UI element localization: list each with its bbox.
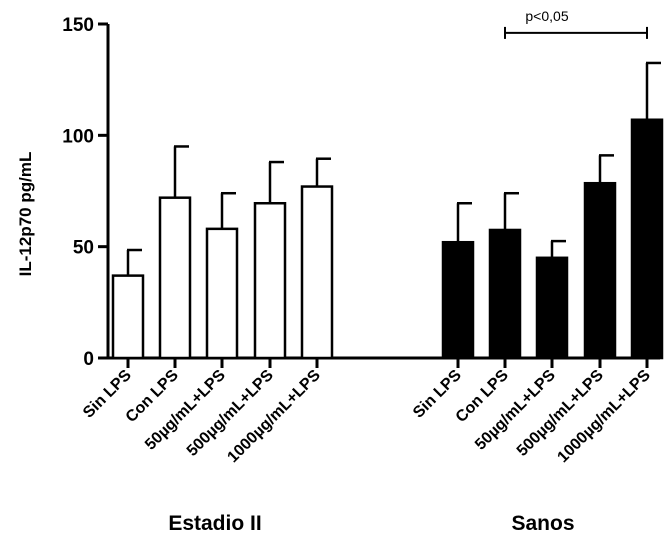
category-label: 50µg/mL+LPS bbox=[142, 367, 229, 454]
y-tick-label: 50 bbox=[73, 238, 94, 259]
bar bbox=[253, 201, 287, 360]
y-axis-title: IL-12p70 pg/mL bbox=[16, 152, 35, 277]
bar bbox=[111, 274, 145, 360]
bar bbox=[158, 196, 192, 360]
category-label: 50µg/mL+LPS bbox=[472, 367, 559, 454]
y-tick-label: 0 bbox=[83, 349, 94, 370]
axes: 0 50 100 150 bbox=[62, 15, 660, 370]
significance-label: p<0,05 bbox=[525, 8, 568, 24]
bar bbox=[300, 185, 334, 360]
group-label: Estadio II bbox=[168, 512, 261, 535]
group-label: Sanos bbox=[511, 512, 574, 535]
bar bbox=[630, 118, 664, 360]
bar bbox=[441, 240, 475, 360]
y-tick-label: 100 bbox=[62, 126, 94, 147]
y-tick-label: 150 bbox=[62, 15, 94, 36]
bar bbox=[583, 181, 617, 360]
category-label: 500µg/mL+LPS bbox=[514, 367, 607, 460]
category-label: 1000µg/mL+LPS bbox=[224, 367, 324, 467]
category-label: 1000µg/mL+LPS bbox=[554, 367, 654, 467]
category-label: 500µg/mL+LPS bbox=[184, 367, 277, 460]
bars bbox=[111, 61, 664, 360]
bar bbox=[205, 227, 239, 360]
bar bbox=[488, 228, 522, 360]
bar bbox=[535, 256, 569, 360]
